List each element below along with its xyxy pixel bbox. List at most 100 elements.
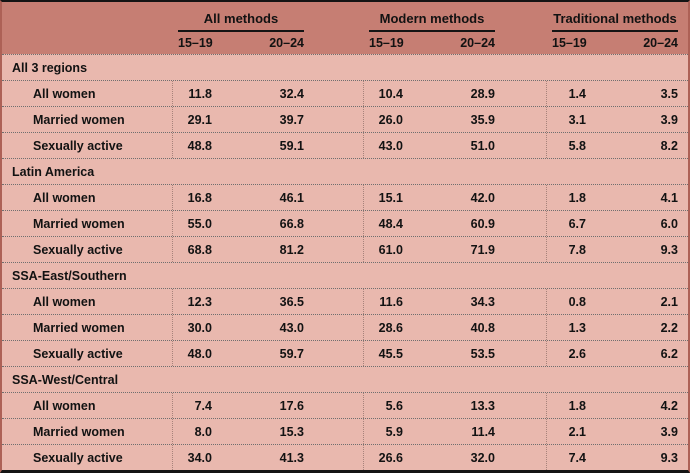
table-row: Married women 30.0 43.0 28.6 40.8 1.3 2.2 xyxy=(2,314,688,340)
value-cell: 9.3 xyxy=(660,450,678,465)
value-cell: 3.9 xyxy=(660,112,678,127)
row-label: All women xyxy=(33,190,96,205)
value-group-cell: 16.8 46.1 xyxy=(172,185,363,210)
value-pair: 15.1 42.0 xyxy=(369,191,495,205)
value-group-cell: 45.5 53.5 xyxy=(363,341,546,366)
value-pair: 12.3 36.5 xyxy=(178,295,304,309)
value-group-cell: 26.6 32.0 xyxy=(363,445,546,470)
value-pair: 26.0 35.9 xyxy=(369,113,495,127)
value-group-cell: 8.0 15.3 xyxy=(172,419,363,444)
value-cell: 28.9 xyxy=(470,86,495,101)
value-pair: 1.8 4.1 xyxy=(552,191,678,205)
column-group-title: Traditional methods xyxy=(552,11,678,32)
value-cell: 11.6 xyxy=(379,294,403,309)
value-cell: 6.7 xyxy=(568,216,586,231)
value-group-cell: 7.4 17.6 xyxy=(172,393,363,418)
section-name: SSA-East/Southern xyxy=(12,268,127,283)
age-columns-group-0: 15–19 20–24 xyxy=(172,36,363,50)
age-column-header: 15–19 xyxy=(369,36,404,50)
value-group-cell: 1.3 2.2 xyxy=(546,315,688,340)
value-cell: 16.8 xyxy=(187,190,212,205)
value-pair: 6.7 6.0 xyxy=(552,217,678,231)
value-group-cell: 11.6 34.3 xyxy=(363,289,546,314)
value-group-cell: 1.4 3.5 xyxy=(546,81,688,106)
age-column-pair: 15–19 20–24 xyxy=(369,36,495,50)
section-header-row: SSA-West/Central xyxy=(2,366,688,392)
value-pair: 61.0 71.9 xyxy=(369,243,495,257)
value-cell: 81.2 xyxy=(279,242,304,257)
column-group-0: All methods xyxy=(172,11,363,32)
value-cell: 1.8 xyxy=(568,398,586,413)
value-pair: 28.6 40.8 xyxy=(369,321,495,335)
value-pair: 1.3 2.2 xyxy=(552,321,678,335)
value-cell: 68.8 xyxy=(187,242,212,257)
value-group-cell: 29.1 39.7 xyxy=(172,107,363,132)
table-body: All 3 regions All women 11.8 32.4 10.4 28.9 1.… xyxy=(2,54,688,470)
value-group-cell: 6.7 6.0 xyxy=(546,211,688,236)
value-cell: 15.1 xyxy=(378,190,403,205)
column-group-title: Modern methods xyxy=(369,11,495,32)
value-cell: 43.0 xyxy=(378,138,403,153)
value-cell: 6.0 xyxy=(660,216,678,231)
age-column-header: 15–19 xyxy=(178,36,213,50)
value-pair: 11.6 34.3 xyxy=(369,295,495,309)
value-cell: 45.5 xyxy=(378,346,403,361)
value-group-cell: 61.0 71.9 xyxy=(363,237,546,262)
value-cell: 7.4 xyxy=(568,450,586,465)
table-row: All women 16.8 46.1 15.1 42.0 1.8 4.1 xyxy=(2,184,688,210)
value-cell: 2.1 xyxy=(568,424,586,439)
value-cell: 48.0 xyxy=(187,346,212,361)
value-group-cell: 30.0 43.0 xyxy=(172,315,363,340)
value-cell: 48.8 xyxy=(187,138,212,153)
value-pair: 7.4 17.6 xyxy=(178,399,304,413)
value-group-cell: 43.0 51.0 xyxy=(363,133,546,158)
value-cell: 5.9 xyxy=(385,424,403,439)
value-cell: 15.3 xyxy=(279,424,304,439)
table-row: All women 12.3 36.5 11.6 34.3 0.8 2.1 xyxy=(2,288,688,314)
value-cell: 32.0 xyxy=(470,450,495,465)
value-pair: 7.8 9.3 xyxy=(552,243,678,257)
value-cell: 1.8 xyxy=(568,190,586,205)
value-cell: 48.4 xyxy=(378,216,403,231)
value-pair: 48.8 59.1 xyxy=(178,139,304,153)
value-cell: 51.0 xyxy=(470,138,495,153)
value-cell: 46.1 xyxy=(279,190,304,205)
value-cell: 11.4 xyxy=(471,424,495,439)
value-cell: 28.6 xyxy=(378,320,403,335)
value-group-cell: 7.4 9.3 xyxy=(546,445,688,470)
value-cell: 17.6 xyxy=(279,398,304,413)
value-cell: 71.9 xyxy=(470,242,495,257)
value-cell: 42.0 xyxy=(470,190,495,205)
row-label: Married women xyxy=(33,424,125,439)
value-group-cell: 7.8 9.3 xyxy=(546,237,688,262)
row-label: Sexually active xyxy=(33,138,123,153)
value-cell: 35.9 xyxy=(470,112,495,127)
value-pair: 5.6 13.3 xyxy=(369,399,495,413)
value-cell: 40.8 xyxy=(470,320,495,335)
value-cell: 41.3 xyxy=(279,450,304,465)
age-group-header-row: 15–19 20–24 15–19 20–24 15–19 20–24 xyxy=(2,32,688,54)
value-cell: 5.6 xyxy=(385,398,403,413)
value-pair: 3.1 3.9 xyxy=(552,113,678,127)
section-header-row: All 3 regions xyxy=(2,54,688,80)
value-cell: 1.4 xyxy=(568,86,586,101)
value-group-cell: 55.0 66.8 xyxy=(172,211,363,236)
value-pair: 10.4 28.9 xyxy=(369,87,495,101)
value-cell: 2.6 xyxy=(568,346,586,361)
value-cell: 60.9 xyxy=(470,216,495,231)
value-cell: 10.4 xyxy=(378,86,403,101)
value-cell: 55.0 xyxy=(187,216,212,231)
value-cell: 12.3 xyxy=(187,294,212,309)
value-pair: 30.0 43.0 xyxy=(178,321,304,335)
method-group-header-row: All methods Modern methods Traditional met… xyxy=(2,9,688,32)
section-header-row: Latin America xyxy=(2,158,688,184)
value-pair: 1.4 3.5 xyxy=(552,87,678,101)
value-group-cell: 48.4 60.9 xyxy=(363,211,546,236)
table-row: All women 7.4 17.6 5.6 13.3 1.8 4.2 xyxy=(2,392,688,418)
value-group-cell: 10.4 28.9 xyxy=(363,81,546,106)
value-group-cell: 15.1 42.0 xyxy=(363,185,546,210)
value-cell: 2.1 xyxy=(660,294,678,309)
value-group-cell: 48.0 59.7 xyxy=(172,341,363,366)
value-pair: 29.1 39.7 xyxy=(178,113,304,127)
